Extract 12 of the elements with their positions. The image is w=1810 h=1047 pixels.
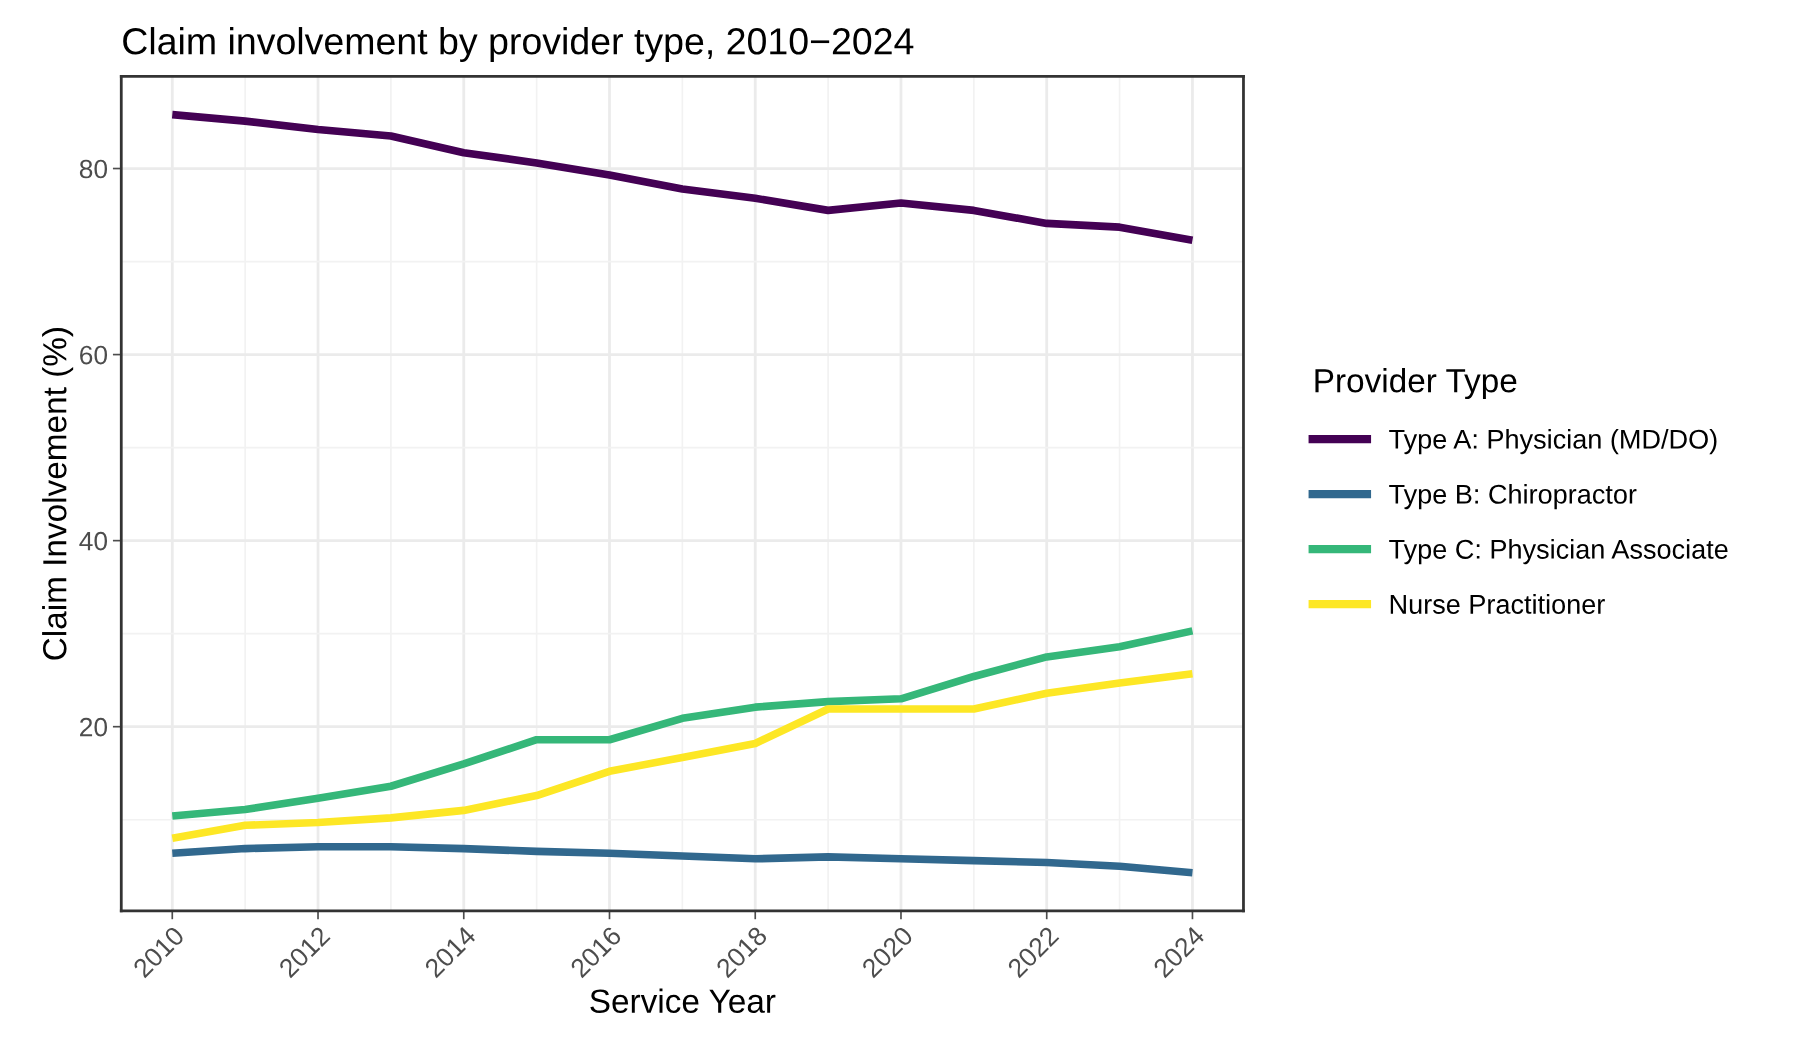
legend-label: Type C: Physician Associate <box>1389 538 1728 565</box>
y-tick-label: 20 <box>80 717 108 737</box>
y-axis-title: Claim Involvement (%) <box>42 328 74 660</box>
x-axis-title: Service Year <box>590 988 776 1014</box>
legend-label: Type A: Physician (MD/DO) <box>1389 428 1717 455</box>
y-tick-label: 60 <box>80 345 108 365</box>
legend-title: Provider Type <box>1315 368 1517 400</box>
y-tick-label: 40 <box>79 531 108 551</box>
legend-label: Type B: Chiropractor <box>1389 483 1637 510</box>
legend-label: Nurse Practitioner <box>1390 594 1605 614</box>
chart-title: Claim involvement by provider type, 2010−2024 <box>123 27 914 62</box>
y-tick-label: 80 <box>79 159 108 179</box>
